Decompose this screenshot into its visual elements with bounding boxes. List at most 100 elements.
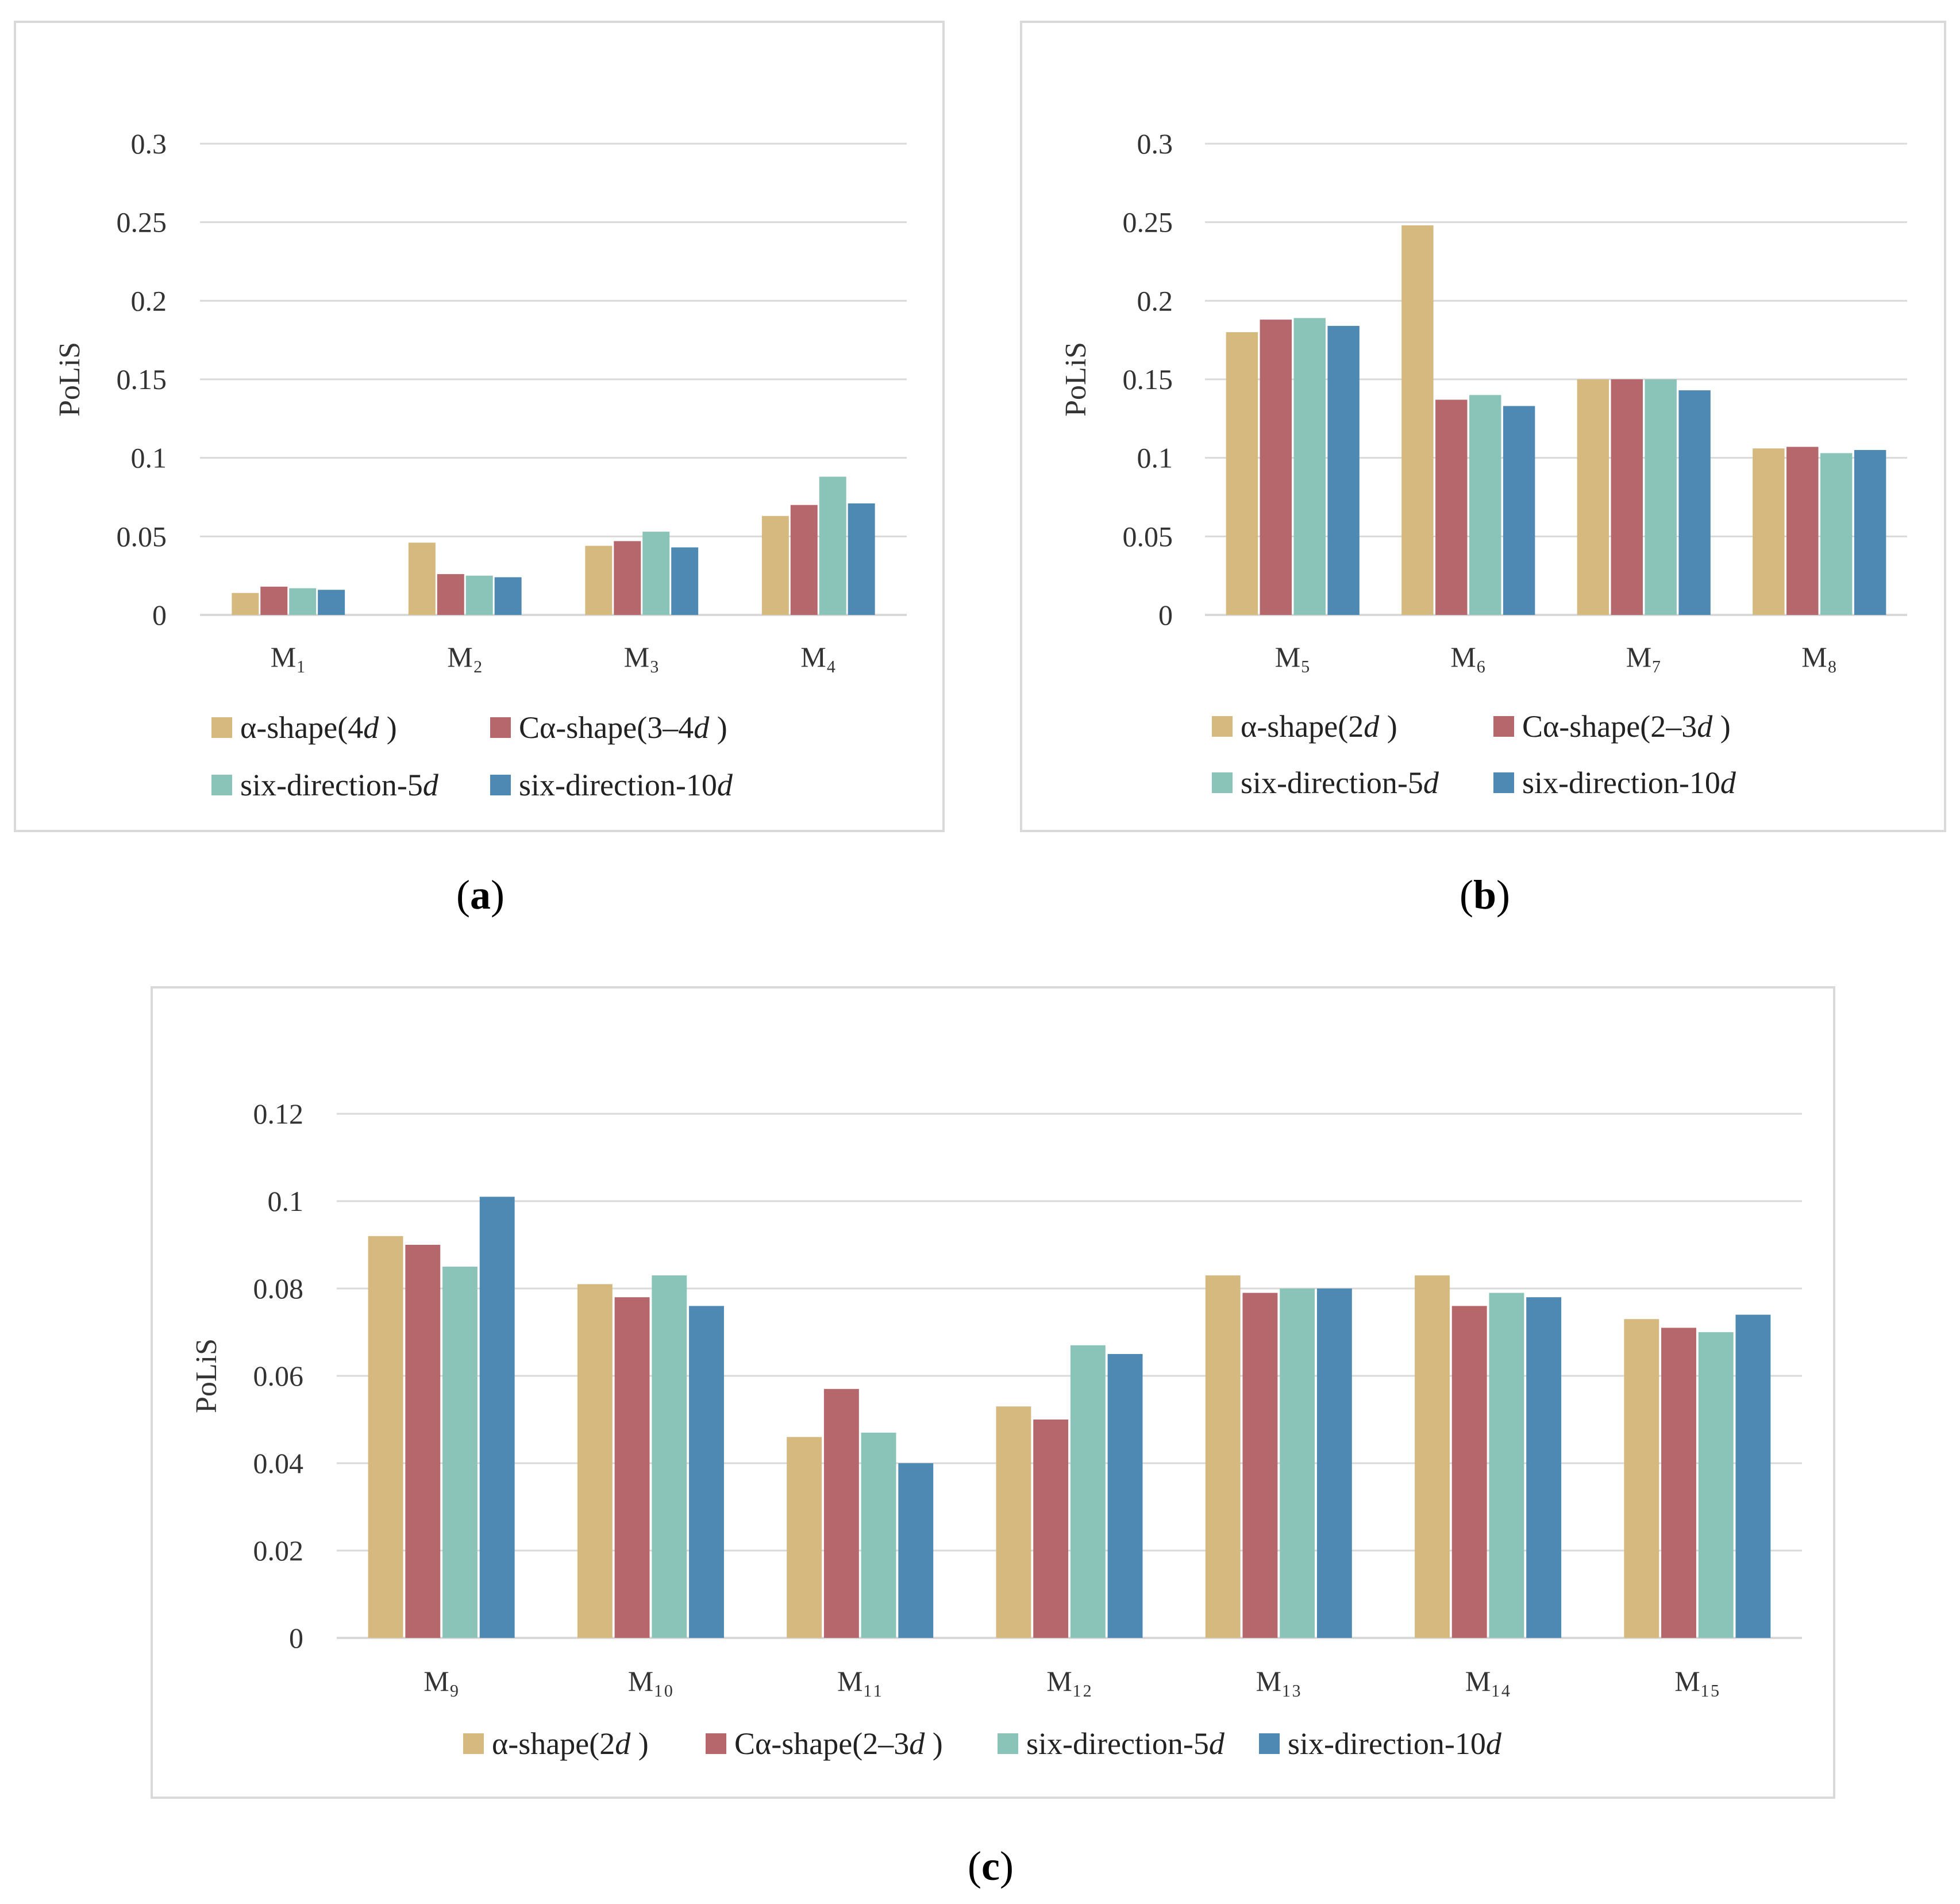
legend-swatch [1212,716,1233,737]
y-tick-label: 0.15 [1123,363,1173,395]
legend-label: Cα-shape(3–4d ) [519,710,727,745]
y-tick-label: 0 [289,1622,303,1654]
legend-swatch [490,717,511,738]
y-tick-label: 0.06 [253,1360,304,1392]
legend-swatch [490,775,511,795]
x-category-label: M₁ [271,641,306,673]
bar [479,1197,515,1638]
legend-swatch [211,717,232,738]
bar [652,1275,687,1638]
bar [1435,399,1468,615]
bar [368,1236,403,1638]
caption-a: (a) [456,872,505,918]
y-tick-label: 0.05 [117,520,167,552]
bar [1327,326,1360,615]
legend-label: α-shape(2d ) [1241,709,1397,744]
bar [614,541,641,615]
x-category-label: M₁₂ [1046,1665,1092,1697]
bar [1577,379,1609,615]
bar [1260,320,1292,615]
bar [1489,1293,1524,1638]
x-category-label: M₈ [1801,641,1837,673]
bar [787,1437,822,1638]
legend-label: six-direction-5d [1026,1726,1225,1761]
legend-swatch [1493,716,1514,737]
bar [861,1432,896,1638]
legend-swatch [998,1733,1018,1754]
y-axis-label: PoLiS [1060,342,1092,417]
x-category-label: M₁₅ [1674,1665,1720,1697]
bar [1070,1345,1106,1638]
bar [1451,1306,1487,1638]
legend-label: Cα-shape(2–3d ) [734,1726,943,1761]
bar [289,588,317,615]
legend-swatch [1259,1733,1280,1754]
y-tick-label: 0.25 [1123,206,1173,239]
legend-label: Cα-shape(2–3d ) [1522,709,1731,744]
bar [671,547,699,615]
bar [689,1306,724,1638]
bar [898,1463,934,1638]
bar [1415,1275,1450,1638]
bar [1503,406,1535,615]
bar [1401,225,1434,616]
bar [1624,1319,1659,1638]
bar [1226,332,1258,615]
bar [442,1267,478,1638]
bar [1820,453,1853,615]
bar [996,1406,1031,1638]
bar [260,586,288,615]
bar [494,577,522,615]
x-category-label: M₃ [624,641,660,673]
caption-c: (c) [968,1843,1014,1889]
bar [790,505,818,615]
legend-swatch [1493,772,1514,793]
y-tick-label: 0.3 [131,128,167,160]
bar [642,532,670,615]
y-tick-label: 0.2 [1137,284,1173,317]
bar [1698,1332,1734,1638]
x-category-label: M₁₄ [1465,1665,1511,1697]
x-category-label: M₁₁ [837,1665,883,1697]
bar [577,1284,613,1638]
bar [1526,1297,1562,1638]
chart-panel-a: 0 0.05 0.1 0.15 0.2 0.25 0.3 PoLiS M₁ M₂ M₃ M₄ α-sha… [14,21,945,832]
bar [614,1297,650,1638]
bar [1786,447,1819,615]
x-category-label: M₇ [1626,641,1662,673]
bar [437,574,464,615]
legend-label: six-direction-5d [1241,766,1439,800]
bar [1611,379,1643,615]
y-tick-label: 0.1 [131,442,167,474]
bar [819,476,846,615]
legend-label: six-direction-5d [240,768,439,802]
y-tick-label: 0.04 [253,1447,304,1479]
y-tick-label: 0 [1158,599,1173,631]
bar [1242,1293,1278,1638]
y-axis-label: PoLiS [190,1338,223,1413]
legend-label: six-direction-10d [1522,766,1736,800]
legend-swatch [211,775,232,795]
bar-chart-c: 0 0.02 0.04 0.06 0.08 0.1 0.12 PoLiS M₉ M₁₀ M₁₁ M₁₂… [190,1098,1802,1761]
x-category-label: M₄ [800,641,836,673]
bar [408,543,436,615]
bar [1293,318,1326,615]
y-tick-label: 0.12 [253,1098,304,1130]
legend-label: α-shape(4d ) [240,710,397,745]
bar [1661,1328,1696,1638]
x-category-label: M₉ [423,1665,459,1697]
y-tick-label: 0.25 [117,206,167,239]
bar [761,516,789,615]
bar-chart-b: 0 0.05 0.1 0.15 0.2 0.25 0.3 PoLiS M₅ M₆ M₇ M₈ α-sha… [1060,128,1907,800]
bar [405,1245,441,1638]
chart-panel-b: 0 0.05 0.1 0.15 0.2 0.25 0.3 PoLiS M₅ M₆ M₇ M₈ α-sha… [1020,21,1946,832]
legend-label: six-direction-10d [1288,1726,1502,1761]
bar [1205,1275,1241,1638]
x-category-label: M₁₀ [628,1665,673,1697]
bar [585,545,613,615]
y-tick-label: 0.1 [1137,442,1173,474]
bar [1753,448,1785,615]
y-tick-label: 0.15 [117,363,167,395]
y-tick-label: 0 [152,599,167,631]
bar [1033,1420,1069,1638]
